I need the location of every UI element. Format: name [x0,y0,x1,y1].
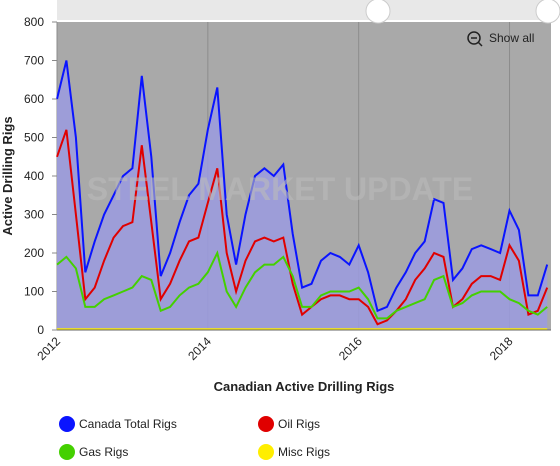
y-tick-label: 800 [24,15,44,29]
legend-label: Misc Rigs [278,445,330,459]
y-tick-label: 200 [24,246,44,260]
x-tick-label: 2014 [185,334,214,363]
plot [56,22,549,331]
chart-title: Canadian Active Drilling Rigs [214,379,395,394]
y-tick-label: 300 [24,208,44,222]
x-tick-label: 2018 [487,334,516,363]
y-tick-label: 400 [24,169,44,183]
legend-marker [59,416,75,432]
zoom-icon [477,41,483,47]
watermark: STEEL MARKET UPDATE [87,171,473,207]
y-tick-label: 500 [24,131,44,145]
y-tick-label: 100 [24,285,44,299]
button-label[interactable]: Show all [489,31,534,45]
legend-marker [258,444,274,460]
y-tick-label: 700 [24,54,44,68]
x-tick-label: 2012 [34,334,63,363]
scroll-handle[interactable] [365,0,391,24]
zoom-icon [467,31,481,45]
scrollbar[interactable] [57,0,551,20]
line [56,129,549,326]
legend-label: Canada Total Rigs [79,417,177,431]
y-axis-label: Active Drilling Rigs [0,116,15,235]
line [56,250,548,320]
legend-label: Oil Rigs [278,417,320,431]
legend-marker [258,416,274,432]
y-tick-label: 0 [37,323,44,337]
legend-marker [59,444,75,460]
y-tick-label: 600 [24,92,44,106]
line [56,60,549,313]
scroll-handle[interactable] [535,0,560,24]
show-all-button[interactable]: Show all [467,31,534,47]
legend-label: Gas Rigs [79,445,128,459]
x-tick-label: 2016 [336,334,365,363]
